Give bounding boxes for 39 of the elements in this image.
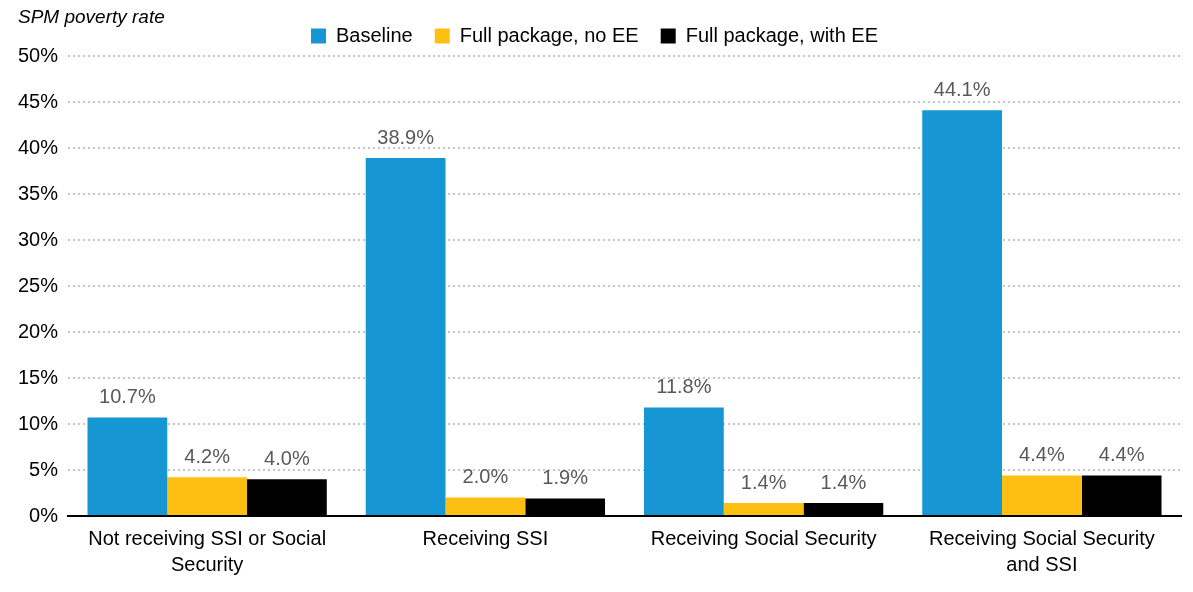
- y-tick-label: 10%: [18, 411, 59, 434]
- y-tick-label: 15%: [18, 365, 59, 388]
- data-label: 4.0%: [264, 446, 310, 469]
- y-tick-label: 30%: [18, 227, 59, 250]
- y-tick-label: 20%: [18, 319, 59, 342]
- bar: [167, 477, 248, 515]
- x-tick-label: Receiving Social Security: [650, 526, 877, 549]
- data-label: 2.0%: [462, 465, 509, 488]
- bar: [643, 407, 724, 515]
- data-label: 1.9%: [542, 466, 589, 489]
- bar: [723, 503, 804, 515]
- bar: [365, 158, 446, 515]
- y-tick-label: 50%: [18, 43, 59, 66]
- data-label: 38.9%: [377, 125, 435, 148]
- x-tick-label: Receiving SSI: [422, 526, 549, 549]
- data-label: 10.7%: [99, 385, 156, 408]
- y-axis-title: SPM poverty rate: [18, 6, 165, 28]
- bar: [1002, 475, 1082, 515]
- legend-label: Baseline: [335, 23, 413, 46]
- y-tick-label: 35%: [18, 181, 59, 204]
- y-tick-label: 25%: [18, 273, 59, 296]
- data-label: 11.8%: [656, 374, 712, 397]
- y-tick-label: 0%: [29, 503, 59, 526]
- bar: [445, 497, 526, 515]
- data-label: 44.1%: [933, 77, 991, 100]
- data-label: 1.4%: [740, 470, 787, 493]
- x-tick-label: Not receiving SSI or Social Security: [88, 526, 327, 575]
- y-tick-label: 5%: [29, 457, 59, 480]
- legend-label: Full package, no EE: [459, 23, 639, 46]
- x-tick-label: Receiving Social Security and SSI: [929, 526, 1155, 575]
- y-tick-label: 45%: [18, 89, 59, 112]
- bar: [922, 110, 1002, 515]
- data-label: 4.2%: [184, 444, 231, 467]
- data-label: 1.4%: [820, 470, 867, 493]
- data-label: 4.4%: [1019, 443, 1065, 466]
- legend-label: Full package, with EE: [685, 23, 879, 46]
- bar: [87, 417, 168, 515]
- y-tick-label: 40%: [18, 135, 59, 158]
- data-label: 4.4%: [1098, 443, 1145, 466]
